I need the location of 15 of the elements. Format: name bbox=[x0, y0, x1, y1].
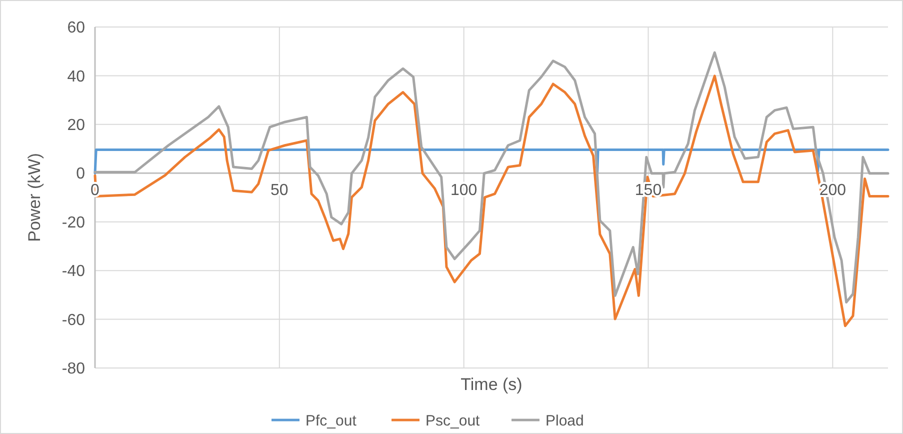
x-tick-label: 100 bbox=[450, 182, 478, 200]
legend-label: Psc_out bbox=[426, 412, 481, 430]
y-tick-label: 60 bbox=[67, 20, 86, 37]
y-tick-label: -40 bbox=[62, 263, 86, 280]
y-axis-title: Power (kW) bbox=[25, 153, 44, 242]
y-tick-label: -80 bbox=[62, 360, 86, 378]
legend-label: Pload bbox=[546, 412, 584, 430]
y-tick-label: -20 bbox=[62, 214, 86, 232]
y-tick-label: 20 bbox=[67, 117, 86, 134]
x-axis-title: Time (s) bbox=[460, 375, 522, 394]
legend-label: Pfc_out bbox=[306, 412, 358, 430]
y-tick-label: 40 bbox=[67, 68, 86, 86]
y-tick-label: 0 bbox=[76, 166, 86, 183]
y-tick-label: -60 bbox=[62, 312, 86, 329]
x-tick-label: 50 bbox=[270, 182, 288, 200]
